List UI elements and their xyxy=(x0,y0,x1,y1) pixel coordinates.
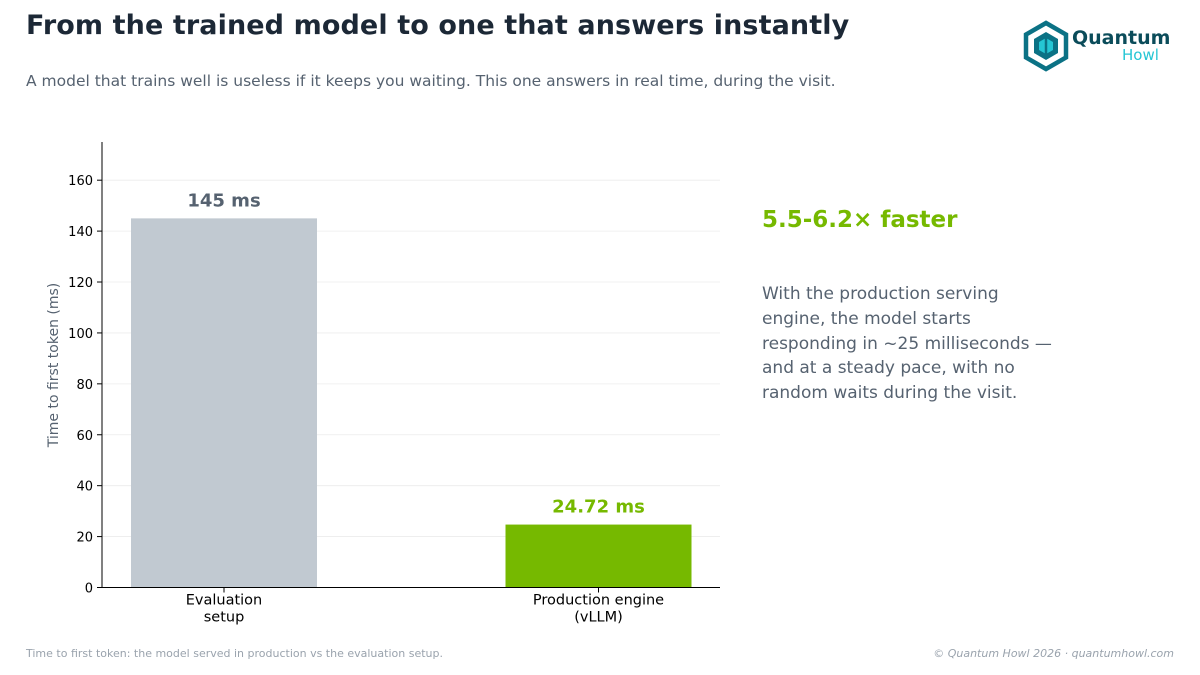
footer-copyright: © Quantum Howl 2026 · quantumhowl.com xyxy=(933,647,1174,660)
page-title: From the trained model to one that answe… xyxy=(26,10,850,41)
y-tick-label: 100 xyxy=(68,327,93,342)
y-tick-label: 0 xyxy=(85,582,93,597)
y-tick-label: 20 xyxy=(76,531,93,546)
y-axis-label: Time to first token (ms) xyxy=(46,283,62,448)
brand-logo: Quantum Howl xyxy=(1022,20,1182,76)
x-tick-label: setup xyxy=(204,610,245,626)
logo-wordmark-secondary: Howl xyxy=(1122,46,1159,64)
y-tick-label: 80 xyxy=(76,378,93,393)
x-tick-label: Evaluation xyxy=(186,593,263,609)
y-axis-ticks: 0 20 40 60 80 100 120 140 160 xyxy=(68,174,102,597)
y-tick-label: 40 xyxy=(76,480,93,495)
logo-wordmark-primary: Quantum xyxy=(1072,27,1171,49)
bar-value-labels: 145 ms 24.72 ms xyxy=(187,190,644,517)
chart-bars xyxy=(131,218,692,588)
page-subtitle: A model that trains well is useless if i… xyxy=(26,72,836,90)
y-tick-label: 120 xyxy=(68,276,93,291)
y-tick-label: 60 xyxy=(76,429,93,444)
hexagon-logo-icon xyxy=(1023,20,1069,72)
bar-0 xyxy=(131,218,317,588)
speedup-description: With the production serving engine, the … xyxy=(762,284,1052,404)
speedup-headline: 5.5-6.2× faster xyxy=(762,207,958,233)
x-tick-label: (vLLM) xyxy=(574,610,623,626)
y-tick-label: 160 xyxy=(68,174,93,189)
x-tick-label: Production engine xyxy=(533,593,664,609)
bar-value-label: 145 ms xyxy=(187,190,260,211)
footer-caption: Time to first token: the model served in… xyxy=(26,647,443,660)
y-tick-label: 140 xyxy=(68,225,93,240)
bar-1 xyxy=(505,524,692,588)
bar-value-label: 24.72 ms xyxy=(552,497,645,518)
